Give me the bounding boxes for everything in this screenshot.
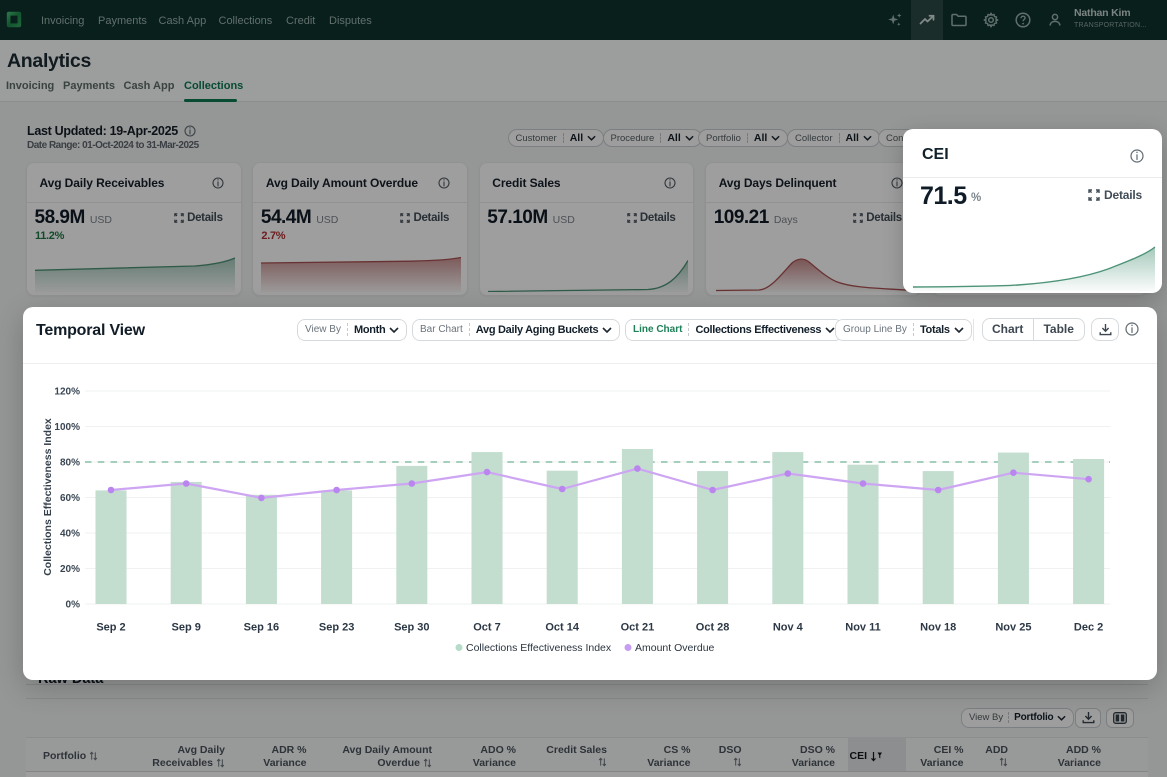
- svg-text:Amount Overdue: Amount Overdue: [635, 642, 715, 654]
- svg-text:Oct 7: Oct 7: [473, 622, 501, 634]
- svg-text:Oct 28: Oct 28: [696, 622, 730, 634]
- svg-text:Collections Effectiveness Inde: Collections Effectiveness Index: [42, 418, 54, 576]
- svg-text:60%: 60%: [60, 493, 80, 504]
- svg-text:Nov 4: Nov 4: [773, 622, 804, 634]
- svg-text:Sep 16: Sep 16: [244, 622, 279, 634]
- svg-text:40%: 40%: [60, 529, 80, 540]
- svg-text:20%: 20%: [60, 564, 80, 575]
- svg-text:Collections Effectiveness Inde: Collections Effectiveness Index: [466, 642, 612, 654]
- svg-text:Oct 14: Oct 14: [545, 622, 580, 634]
- svg-text:Nov 18: Nov 18: [920, 622, 956, 634]
- svg-text:Sep 9: Sep 9: [172, 622, 201, 634]
- svg-text:Nov 25: Nov 25: [995, 622, 1031, 634]
- svg-text:120%: 120%: [54, 387, 80, 398]
- svg-text:Sep 30: Sep 30: [394, 622, 429, 634]
- svg-text:Nov 11: Nov 11: [845, 622, 880, 634]
- svg-text:Sep 23: Sep 23: [319, 622, 354, 634]
- svg-text:Dec 2: Dec 2: [1074, 622, 1103, 634]
- svg-text:Sep 2: Sep 2: [96, 622, 125, 634]
- svg-text:100%: 100%: [54, 422, 80, 433]
- svg-text:0%: 0%: [66, 600, 81, 611]
- svg-text:80%: 80%: [60, 458, 80, 469]
- svg-text:Oct 21: Oct 21: [621, 622, 655, 634]
